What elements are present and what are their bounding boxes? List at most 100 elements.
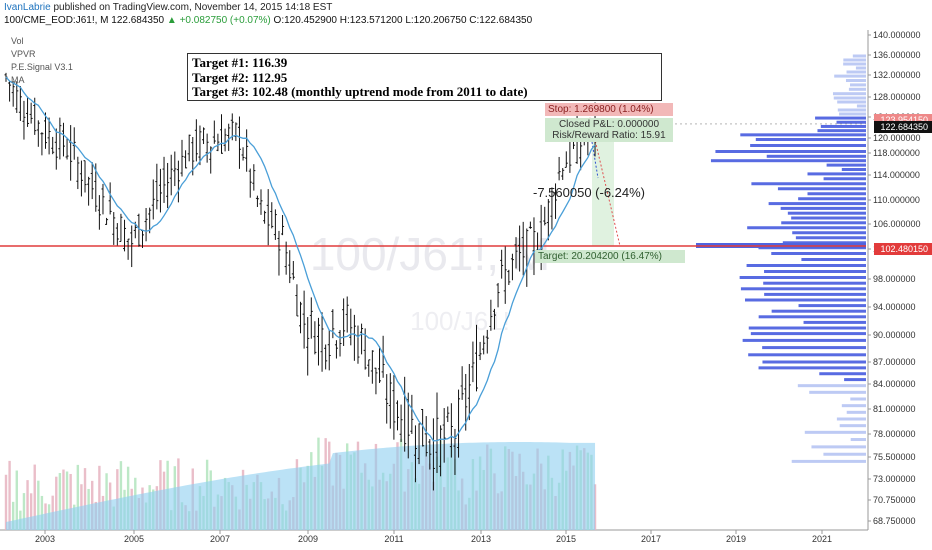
volume-profile-bar	[856, 104, 866, 108]
volume-ma-area	[6, 442, 596, 530]
volume-profile-bar	[762, 346, 866, 350]
volume-profile-bar	[792, 231, 866, 235]
open-value: O:120.452900	[273, 15, 337, 26]
volume-profile-bar	[841, 168, 866, 171]
target-1-text: Target #1: 116.39	[192, 55, 288, 70]
volume-bar	[29, 493, 33, 530]
volume-profile-bar	[740, 287, 866, 291]
volume-bar	[58, 473, 62, 530]
last-price-badge: 122.684350	[874, 121, 932, 133]
x-tick-label: 2011	[384, 534, 403, 544]
volume-bar	[83, 468, 87, 530]
author-name[interactable]: IvanLabrie	[4, 2, 51, 13]
low-value: L:120.206750	[405, 15, 467, 26]
volume-bar	[98, 465, 101, 530]
y-tick-label: 98.000000	[873, 274, 916, 284]
volume-profile-bar	[834, 74, 866, 78]
volume-profile-bar	[766, 154, 866, 158]
volume-profile-bar	[852, 54, 866, 58]
volume-profile-bar	[848, 87, 866, 91]
high-value: H:123.571200	[339, 15, 403, 26]
watermark-symbol: 100/J61!, M	[310, 228, 550, 280]
volume-profile-bar	[781, 221, 866, 225]
volume-profile-bar	[747, 226, 866, 230]
volume-profile-bar	[841, 404, 866, 408]
y-tick-label: 81.000000	[873, 404, 916, 414]
volume-bar	[26, 480, 29, 530]
volume-bar	[65, 471, 69, 530]
volume-bar	[4, 474, 8, 530]
volume-profile-bar	[837, 100, 866, 104]
y-tick-label: 94.000000	[873, 302, 916, 312]
indicator-vol[interactable]: Vol	[11, 36, 24, 46]
volume-bar	[8, 460, 11, 530]
volume-profile-bar	[850, 397, 866, 401]
volume-profile-bar	[843, 58, 866, 62]
x-tick-label: 2003	[35, 534, 55, 544]
volume-profile-bar	[771, 309, 866, 313]
volume-profile-bar	[801, 258, 866, 261]
volume-profile-bar	[807, 172, 866, 176]
volume-bar	[11, 501, 15, 530]
x-tick-label: 2017	[641, 534, 661, 544]
publish-info: published on TradingView.com, November 1…	[53, 2, 333, 13]
volume-profile-bar	[815, 116, 866, 120]
indicator-vpvr[interactable]: VPVR	[11, 49, 36, 59]
y-tick-label: 90.000000	[873, 330, 916, 340]
y-tick-label: 120.000000	[873, 133, 921, 143]
volume-profile-bar	[777, 187, 866, 191]
indicator-ma[interactable]: MA	[11, 75, 25, 85]
volume-profile-bar	[758, 366, 866, 370]
volume-profile-bar	[763, 281, 866, 285]
volume-bar	[37, 480, 40, 530]
volume-profile-bar	[836, 120, 866, 124]
volume-profile-bar	[850, 438, 866, 442]
volume-profile-bar	[750, 332, 866, 336]
moving-average-line	[5, 76, 596, 442]
volume-profile-bar	[758, 315, 866, 319]
volume-profile-bar	[740, 133, 866, 137]
price-change: +0.082750 (+0.07%)	[179, 15, 271, 26]
volume-profile-bar	[798, 304, 866, 308]
volume-profile-bar	[804, 430, 866, 434]
y-tick-label: 75.500000	[873, 452, 916, 462]
volume-profile-bar	[803, 320, 866, 324]
volume-profile-bar	[710, 159, 866, 163]
volume-profile-bar	[746, 264, 866, 267]
y-tick-label: 84.000000	[873, 379, 916, 389]
x-tick-label: 2015	[556, 534, 576, 544]
volume-profile-bar	[798, 197, 866, 201]
volume-profile-bar	[839, 112, 866, 116]
volume-profile-bar	[782, 241, 866, 245]
volume-profile-bar	[846, 70, 866, 74]
target-zone	[592, 120, 614, 246]
volume-profile-bar	[755, 138, 866, 141]
y-tick-label: 132.000000	[873, 70, 921, 80]
y-tick-label: 110.000000	[873, 195, 920, 205]
x-tick-label: 2005	[124, 534, 144, 544]
indicator-pe-signal[interactable]: P.E.Signal V3.1	[11, 62, 73, 72]
volume-profile-bar	[811, 445, 866, 449]
volume-profile-bar	[791, 459, 866, 463]
volume-bar	[62, 469, 65, 530]
volume-profile-bar	[850, 83, 866, 87]
symbol-name[interactable]: 100/CME_EOD:J61!, M	[4, 15, 109, 26]
measure-label: -7.560050 (-6.24%)	[533, 185, 646, 200]
y-tick-label: 73.000000	[873, 474, 916, 484]
volume-profile-bar	[764, 292, 866, 296]
volume-profile-bar	[797, 384, 866, 388]
volume-profile-bar	[839, 424, 866, 428]
last-price: 122.684350	[111, 15, 165, 26]
volume-profile-bar	[855, 66, 866, 70]
volume-profile-bar	[809, 390, 866, 394]
x-tick-label: 2013	[471, 534, 491, 544]
support-price-badge: 102.480150	[874, 243, 932, 255]
y-tick-label: 118.000000	[873, 148, 920, 158]
volume-profile-bar	[791, 216, 866, 220]
y-tick-label: 128.000000	[873, 92, 921, 102]
projection-line	[587, 109, 621, 247]
y-tick-label: 136.000000	[873, 50, 921, 60]
targets-note[interactable]: Target #1: 116.39 Target #2: 112.95 Targ…	[187, 53, 662, 101]
target-label: Target: 20.204200 (16.47%)	[535, 250, 685, 263]
